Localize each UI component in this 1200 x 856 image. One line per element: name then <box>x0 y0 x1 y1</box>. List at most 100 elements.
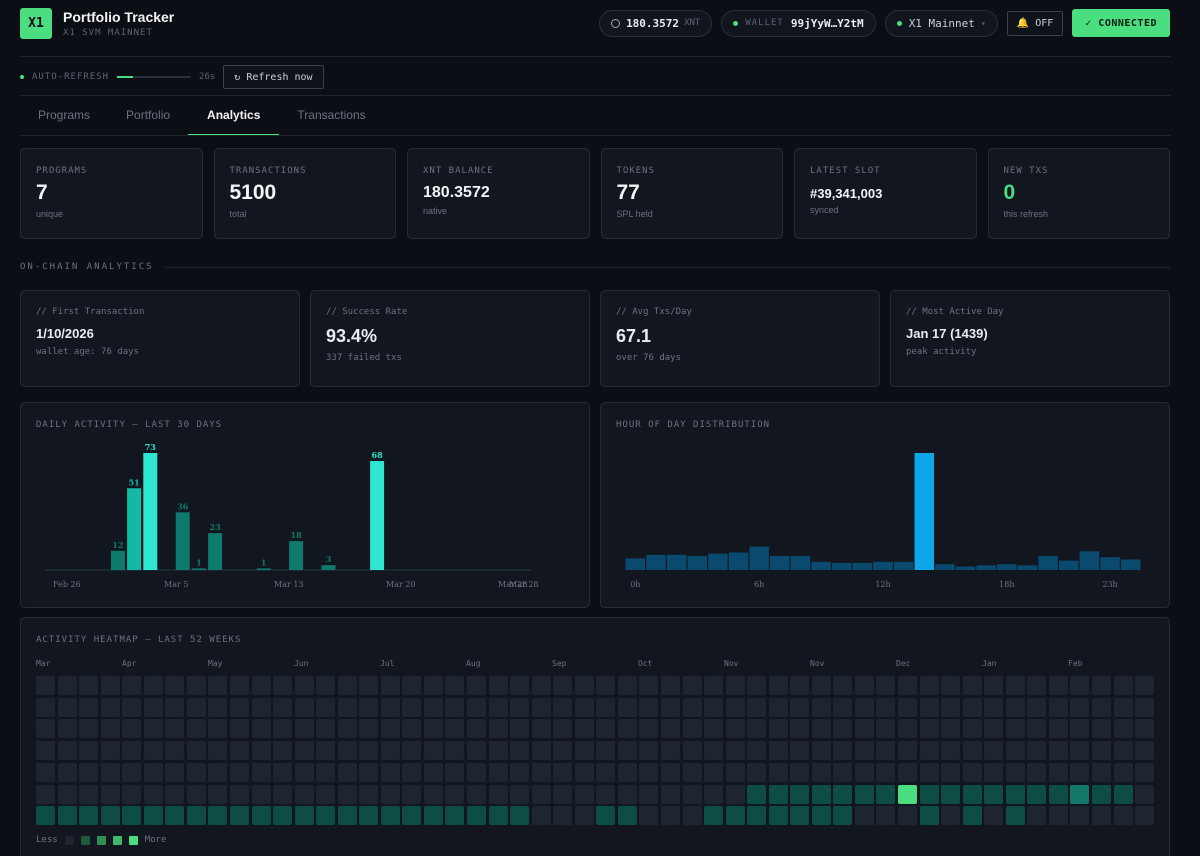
hour-bar[interactable] <box>1059 560 1079 570</box>
heatmap-cell[interactable] <box>747 676 767 695</box>
heatmap-cell[interactable] <box>984 806 1004 826</box>
heatmap-cell[interactable] <box>553 784 573 804</box>
heatmap-cell[interactable] <box>337 697 357 717</box>
heatmap-cell[interactable] <box>811 741 831 761</box>
heatmap-cell[interactable] <box>488 676 508 695</box>
heatmap-cell[interactable] <box>488 719 508 739</box>
heatmap-cell[interactable] <box>854 762 874 782</box>
heatmap-cell[interactable] <box>898 741 917 761</box>
heatmap-cell[interactable] <box>898 676 917 695</box>
heatmap-cell[interactable] <box>1070 762 1090 782</box>
heatmap-cell[interactable] <box>79 784 99 804</box>
heatmap-cell[interactable] <box>919 784 939 804</box>
heatmap-cell[interactable] <box>467 719 486 739</box>
heatmap-cell[interactable] <box>251 741 271 761</box>
heatmap-cell[interactable] <box>704 719 724 739</box>
connect-button[interactable]: ✓ CONNECTED <box>1072 9 1170 37</box>
heatmap-cell[interactable] <box>1027 719 1047 739</box>
heatmap-cell[interactable] <box>122 762 142 782</box>
daily-bar[interactable] <box>321 565 336 570</box>
heatmap-cell[interactable] <box>510 719 530 739</box>
heatmap-cell[interactable] <box>57 741 77 761</box>
heatmap-cell[interactable] <box>122 697 142 717</box>
heatmap-cell[interactable] <box>1113 719 1133 739</box>
heatmap-cell[interactable] <box>423 719 443 739</box>
heatmap-cell[interactable] <box>488 741 508 761</box>
heatmap-cell[interactable] <box>143 741 163 761</box>
heatmap-cell[interactable] <box>380 676 400 695</box>
heatmap-cell[interactable] <box>316 719 336 739</box>
heatmap-cell[interactable] <box>316 784 336 804</box>
heatmap-cell[interactable] <box>747 806 767 826</box>
tab-transactions[interactable]: Transactions <box>297 108 366 122</box>
heatmap-cell[interactable] <box>359 762 379 782</box>
heatmap-cell[interactable] <box>617 784 637 804</box>
heatmap-cell[interactable] <box>143 762 163 782</box>
heatmap-cell[interactable] <box>725 762 745 782</box>
heatmap-cell[interactable] <box>337 784 357 804</box>
heatmap-cell[interactable] <box>359 697 379 717</box>
heatmap-cell[interactable] <box>660 676 680 695</box>
heatmap-cell[interactable] <box>833 784 853 804</box>
heatmap-cell[interactable] <box>229 719 249 739</box>
heatmap-cell[interactable] <box>36 719 55 739</box>
hour-bar[interactable] <box>1038 555 1058 570</box>
heatmap-cell[interactable] <box>984 719 1004 739</box>
heatmap-cell[interactable] <box>510 762 530 782</box>
heatmap-cell[interactable] <box>251 676 271 695</box>
heatmap-cell[interactable] <box>316 741 336 761</box>
heatmap-cell[interactable] <box>143 806 163 826</box>
heatmap-cell[interactable] <box>1091 697 1111 717</box>
heatmap-cell[interactable] <box>1048 697 1068 717</box>
heatmap-cell[interactable] <box>36 806 55 826</box>
heatmap-cell[interactable] <box>941 719 961 739</box>
heatmap-cell[interactable] <box>682 784 702 804</box>
heatmap-cell[interactable] <box>531 806 551 826</box>
heatmap-cell[interactable] <box>1027 741 1047 761</box>
heatmap-cell[interactable] <box>402 762 422 782</box>
heatmap-cell[interactable] <box>208 741 228 761</box>
heatmap-cell[interactable] <box>1091 784 1111 804</box>
heatmap-cell[interactable] <box>531 719 551 739</box>
heatmap-cell[interactable] <box>790 762 810 782</box>
heatmap-cell[interactable] <box>553 762 573 782</box>
heatmap-cell[interactable] <box>660 806 680 826</box>
heatmap-cell[interactable] <box>811 719 831 739</box>
hour-bar[interactable] <box>811 561 831 570</box>
daily-bar[interactable] <box>256 568 271 570</box>
heatmap-cell[interactable] <box>229 741 249 761</box>
heatmap-cell[interactable] <box>36 741 55 761</box>
heatmap-cell[interactable] <box>984 697 1004 717</box>
heatmap-cell[interactable] <box>919 697 939 717</box>
heatmap-cell[interactable] <box>1048 676 1068 695</box>
heatmap-cell[interactable] <box>704 806 724 826</box>
heatmap-cell[interactable] <box>660 741 680 761</box>
heatmap-cell[interactable] <box>100 741 120 761</box>
heatmap-cell[interactable] <box>79 762 99 782</box>
hour-bar[interactable] <box>708 553 728 570</box>
heatmap-cell[interactable] <box>617 741 637 761</box>
heatmap-cell[interactable] <box>811 806 831 826</box>
heatmap-cell[interactable] <box>811 697 831 717</box>
heatmap-cell[interactable] <box>531 741 551 761</box>
tab-portfolio[interactable]: Portfolio <box>126 108 171 122</box>
hour-bar[interactable] <box>728 552 749 570</box>
heatmap-cell[interactable] <box>510 676 530 695</box>
heatmap-cell[interactable] <box>1113 676 1133 695</box>
heatmap-cell[interactable] <box>919 741 939 761</box>
heatmap-cell[interactable] <box>208 806 228 826</box>
heatmap-cell[interactable] <box>467 762 486 782</box>
heatmap-cell[interactable] <box>574 719 594 739</box>
heatmap-cell[interactable] <box>337 719 357 739</box>
heatmap-cell[interactable] <box>359 784 379 804</box>
hour-bar[interactable] <box>935 564 955 570</box>
heatmap-cell[interactable] <box>122 719 142 739</box>
heatmap-cell[interactable] <box>639 806 659 826</box>
heatmap-cell[interactable] <box>747 697 767 717</box>
hour-bar[interactable] <box>997 564 1017 570</box>
heatmap-cell[interactable] <box>1027 806 1047 826</box>
heatmap-cell[interactable] <box>660 719 680 739</box>
heatmap-cell[interactable] <box>854 741 874 761</box>
heatmap-cell[interactable] <box>510 806 530 826</box>
heatmap-cell[interactable] <box>833 762 853 782</box>
